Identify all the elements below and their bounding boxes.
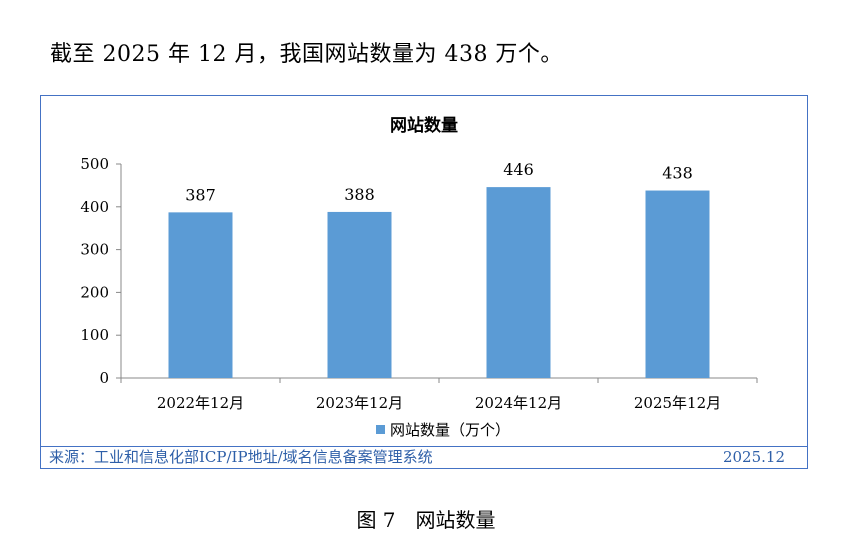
- bar: [645, 190, 710, 378]
- data-label: 388: [344, 185, 375, 204]
- x-tick-label: 2024年12月: [475, 394, 562, 412]
- chart-legend: 网站数量（万个）: [376, 421, 510, 439]
- intro-text: 截至 2025 年 12 月，我国网站数量为 438 万个。: [50, 42, 563, 67]
- chart-title: 网站数量: [390, 115, 458, 136]
- chart-bars: 387 2022年12月 388 2023年12月 446 2024年12月 438 2025…: [157, 160, 721, 412]
- figure-caption: 图 7 网站数量: [0, 504, 852, 533]
- bar: [327, 211, 392, 378]
- legend-swatch: [376, 425, 385, 434]
- y-tick-label: 200: [80, 283, 109, 301]
- y-tick-label: 500: [80, 155, 109, 173]
- x-tick-label: 2023年12月: [316, 394, 403, 412]
- source-date: 2025.12: [722, 448, 785, 466]
- data-label: 438: [662, 164, 693, 183]
- y-tick-label: 0: [99, 369, 109, 387]
- bar: [486, 187, 551, 378]
- figure-caption-text: 图 7 网站数量: [356, 508, 496, 532]
- data-label: 446: [503, 160, 534, 179]
- legend-label: 网站数量（万个）: [390, 421, 510, 439]
- y-tick-label: 100: [80, 326, 109, 344]
- source-text: 来源：工业和信息化部ICP/IP地址/域名信息备案管理系统: [49, 448, 433, 466]
- x-tick-label: 2025年12月: [634, 394, 721, 412]
- data-label: 387: [185, 185, 216, 204]
- chart-frame: [40, 95, 808, 469]
- y-tick-label: 300: [80, 241, 109, 259]
- y-tick-label: 400: [80, 198, 109, 216]
- x-tick-label: 2022年12月: [157, 394, 244, 412]
- bar: [168, 212, 233, 378]
- source-bar: 来源：工业和信息化部ICP/IP地址/域名信息备案管理系统 2025.12: [41, 446, 807, 468]
